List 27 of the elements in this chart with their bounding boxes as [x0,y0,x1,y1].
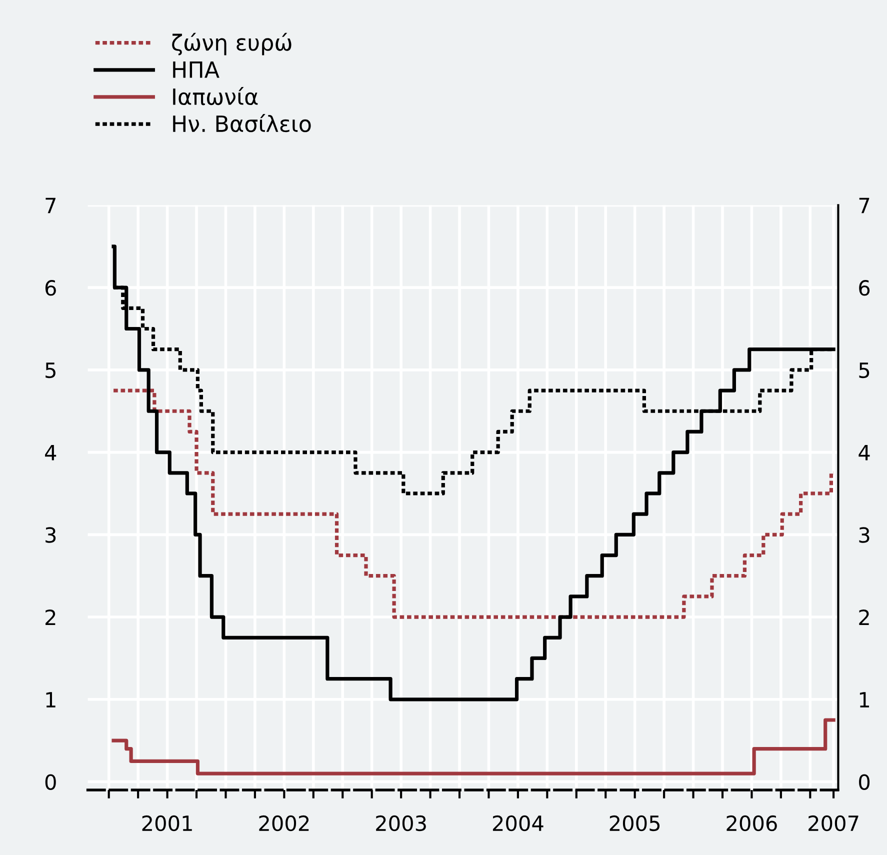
x-tick-label: 2005 [610,815,660,832]
y-tick-label: 3 [46,527,56,543]
y2-tick-label: 5 [859,362,870,378]
x-tick-label: 2002 [259,815,309,832]
x-tick-label: 2006 [726,815,777,832]
y-tick-label: 4 [45,445,56,460]
y2-tick-label: 3 [859,527,870,543]
y-tick-label: 0 [45,774,56,790]
y2-tick-label: 1 [860,692,869,708]
x-tick-label: 2003 [376,815,426,832]
x-tick-label: 2007 [808,815,858,832]
y-tick-label: 6 [45,280,56,296]
x-tick-label: 2004 [492,815,544,832]
y-tick-label: 7 [46,198,56,214]
legend-label: Ιαπωνία [173,86,258,106]
legend-label: ΗΠΑ [173,62,220,78]
legend-label: ζώνη ευρώ [172,32,292,56]
y2-tick-label: 6 [859,280,870,296]
y2-tick-label: 0 [859,774,870,790]
y-tick-label: 5 [46,362,56,378]
x-tick-label: 2001 [142,815,192,832]
y-tick-label: 2 [46,610,56,625]
legend-label: Ην. Βασίλειο [173,114,311,132]
y-tick-label: 1 [46,692,56,708]
y2-tick-label: 2 [859,610,869,625]
y2-tick-label: 7 [859,198,870,214]
y2-tick-label: 4 [858,445,870,460]
